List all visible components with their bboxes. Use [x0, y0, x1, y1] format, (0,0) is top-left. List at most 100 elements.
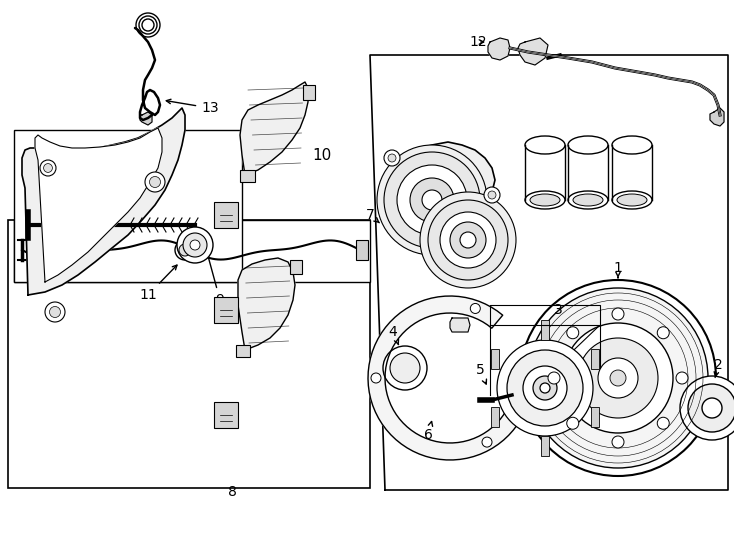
- Bar: [8, 220, 370, 488]
- Bar: [591, 407, 599, 427]
- Circle shape: [680, 376, 734, 440]
- Circle shape: [578, 338, 658, 418]
- Circle shape: [528, 288, 708, 468]
- Circle shape: [523, 366, 567, 410]
- Circle shape: [563, 323, 673, 433]
- Circle shape: [40, 160, 56, 176]
- Bar: [290, 260, 302, 274]
- Circle shape: [177, 227, 213, 263]
- Polygon shape: [368, 296, 524, 460]
- Bar: [14, 130, 242, 282]
- Polygon shape: [62, 215, 128, 235]
- Polygon shape: [450, 318, 470, 332]
- Circle shape: [548, 372, 560, 384]
- Text: 6: 6: [424, 421, 432, 442]
- Polygon shape: [35, 128, 162, 282]
- Text: 9: 9: [206, 249, 225, 307]
- Text: 10: 10: [313, 147, 332, 163]
- Ellipse shape: [525, 136, 565, 154]
- Text: 12: 12: [469, 35, 487, 49]
- Circle shape: [371, 373, 381, 383]
- Polygon shape: [518, 38, 548, 65]
- Text: 4: 4: [388, 325, 399, 345]
- Circle shape: [422, 190, 442, 210]
- Circle shape: [612, 436, 624, 448]
- Bar: [491, 349, 499, 369]
- Circle shape: [383, 346, 427, 390]
- Circle shape: [610, 370, 626, 386]
- Circle shape: [598, 358, 638, 398]
- Bar: [491, 407, 499, 427]
- Text: 2: 2: [713, 358, 722, 377]
- Circle shape: [533, 376, 557, 400]
- Circle shape: [520, 280, 716, 476]
- Circle shape: [688, 384, 734, 432]
- Polygon shape: [488, 38, 510, 60]
- Circle shape: [488, 191, 496, 199]
- Circle shape: [567, 327, 578, 339]
- FancyBboxPatch shape: [214, 202, 238, 228]
- Circle shape: [183, 233, 207, 257]
- Ellipse shape: [568, 191, 608, 209]
- Circle shape: [145, 172, 165, 192]
- Ellipse shape: [612, 191, 652, 209]
- Circle shape: [428, 200, 508, 280]
- Circle shape: [440, 212, 496, 268]
- Bar: [591, 349, 599, 369]
- FancyBboxPatch shape: [214, 402, 238, 428]
- Circle shape: [397, 165, 467, 235]
- Ellipse shape: [573, 194, 603, 206]
- Circle shape: [45, 302, 65, 322]
- Circle shape: [390, 353, 420, 383]
- Circle shape: [657, 327, 669, 339]
- Text: 8: 8: [228, 485, 236, 499]
- Circle shape: [179, 244, 191, 256]
- Text: 13: 13: [167, 99, 219, 115]
- Bar: [14, 220, 370, 282]
- Ellipse shape: [525, 191, 565, 209]
- Bar: [303, 85, 315, 100]
- Circle shape: [540, 383, 550, 393]
- Circle shape: [567, 417, 578, 429]
- Polygon shape: [140, 112, 152, 125]
- Bar: [240, 170, 255, 182]
- Text: 7: 7: [366, 208, 379, 223]
- Bar: [541, 436, 549, 456]
- Circle shape: [150, 177, 161, 187]
- Circle shape: [482, 437, 492, 447]
- Bar: [236, 345, 250, 357]
- Ellipse shape: [617, 194, 647, 206]
- Polygon shape: [22, 108, 185, 295]
- Circle shape: [43, 164, 52, 172]
- Circle shape: [497, 340, 593, 436]
- Text: 3: 3: [553, 303, 562, 317]
- Circle shape: [384, 150, 400, 166]
- Circle shape: [484, 187, 500, 203]
- Circle shape: [384, 152, 480, 248]
- Circle shape: [420, 192, 516, 288]
- Circle shape: [676, 372, 688, 384]
- Circle shape: [175, 240, 195, 260]
- Circle shape: [612, 308, 624, 320]
- Ellipse shape: [568, 136, 608, 154]
- Circle shape: [450, 222, 486, 258]
- Polygon shape: [390, 142, 495, 218]
- Bar: [356, 240, 368, 260]
- Text: 5: 5: [476, 363, 487, 384]
- Circle shape: [460, 232, 476, 248]
- Circle shape: [49, 307, 60, 318]
- FancyBboxPatch shape: [214, 297, 238, 323]
- Circle shape: [377, 145, 487, 255]
- Polygon shape: [710, 108, 724, 126]
- Circle shape: [702, 398, 722, 418]
- Polygon shape: [238, 258, 295, 350]
- Circle shape: [470, 303, 480, 313]
- Polygon shape: [240, 82, 308, 175]
- Circle shape: [657, 417, 669, 429]
- Bar: [541, 320, 549, 340]
- Circle shape: [507, 350, 583, 426]
- Ellipse shape: [530, 194, 560, 206]
- Text: 11: 11: [139, 265, 177, 302]
- Circle shape: [388, 154, 396, 162]
- Circle shape: [190, 240, 200, 250]
